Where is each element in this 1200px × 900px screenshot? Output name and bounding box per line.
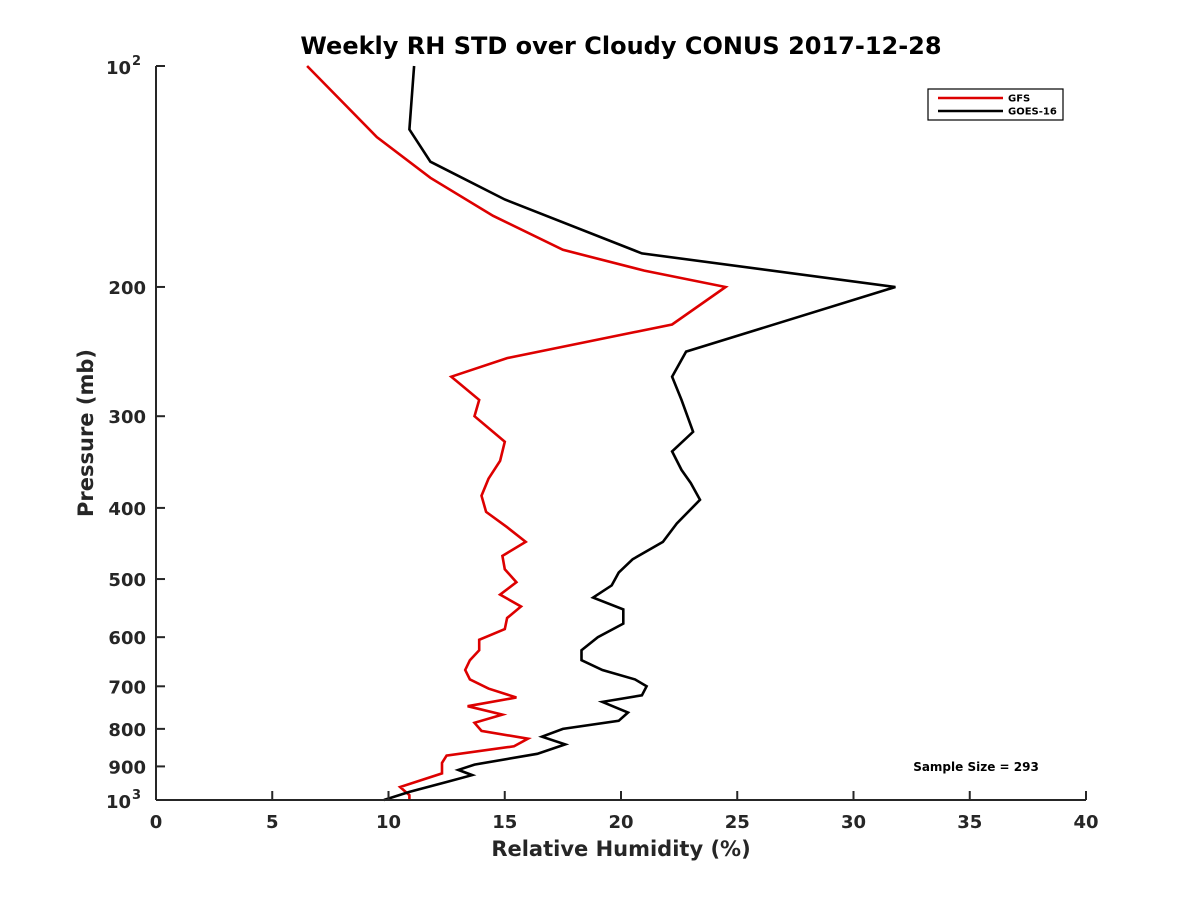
y-tick-exponent: 2 — [132, 54, 141, 69]
y-tick-label: 10 2 — [106, 54, 141, 79]
y-tick-label: 900 — [108, 757, 146, 778]
x-tick-label: 25 — [725, 812, 750, 833]
y-tick-exponent: 3 — [132, 788, 141, 803]
y-tick-label: 300 — [108, 407, 146, 428]
x-tick-label: 30 — [841, 812, 866, 833]
y-tick-base: 10 — [106, 792, 131, 813]
y-tick-base: 10 — [106, 58, 131, 79]
x-tick-label: 15 — [492, 812, 517, 833]
y-tick-label: 400 — [108, 499, 146, 520]
y-tick-label: 500 — [108, 570, 146, 591]
y-tick-label: 600 — [108, 628, 146, 649]
legend-label: GOES-16 — [1008, 107, 1057, 118]
x-tick-label: 10 — [376, 812, 401, 833]
y-tick-label: 10 3 — [106, 788, 141, 813]
axes — [155, 66, 1086, 801]
x-axis-label: Relative Humidity (%) — [491, 837, 750, 861]
legend: GFS GOES-16 — [927, 88, 1064, 121]
y-tick-label: 700 — [108, 677, 146, 698]
x-tick-label: 35 — [957, 812, 982, 833]
plot-lines — [306, 65, 896, 802]
series-line-gfs — [306, 65, 729, 800]
chart-title: Weekly RH STD over Cloudy CONUS 2017-12-… — [300, 32, 941, 60]
x-tick-label: 5 — [266, 812, 279, 833]
legend-label: GFS — [1008, 94, 1030, 105]
y-tick-label: 200 — [108, 278, 146, 299]
x-ticks: 0 5 10 15 20 25 30 35 40 — [150, 791, 1099, 833]
x-tick-label: 0 — [150, 812, 163, 833]
legend-box — [927, 88, 1064, 121]
sample-size-annotation: Sample Size = 293 — [913, 760, 1039, 774]
x-tick-label: 20 — [608, 812, 633, 833]
y-tick-label: 800 — [108, 720, 146, 741]
series-line-goes-16 — [383, 65, 896, 802]
y-axis-label: Pressure (mb) — [74, 349, 98, 517]
x-tick-label: 40 — [1073, 812, 1098, 833]
